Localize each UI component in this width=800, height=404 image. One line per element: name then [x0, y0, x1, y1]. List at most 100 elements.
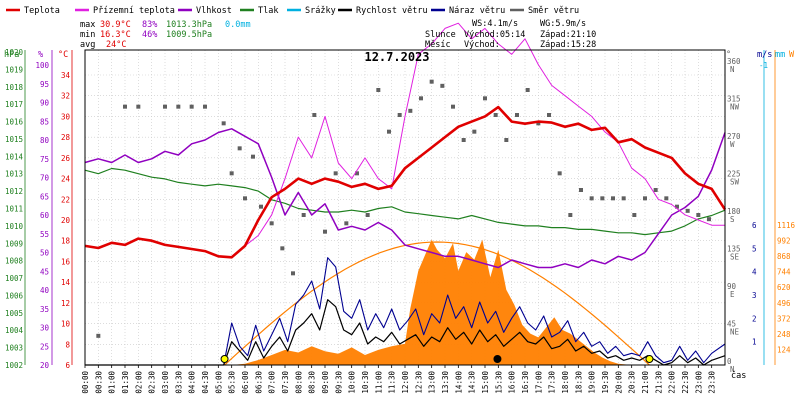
wind-direction-point: [123, 104, 127, 109]
stat-avg-label: avg: [80, 40, 95, 50]
x-tick-label: 01:00: [108, 371, 117, 394]
wind-direction-point: [600, 196, 605, 201]
info-block: WS:4.1m/s WG:5.9m/s Slunce Východ:05:14 …: [425, 19, 596, 50]
stat-min-label: min: [80, 30, 95, 40]
x-tick-label: 11:30: [388, 371, 397, 394]
humidity-line: [84, 128, 726, 269]
humidity-tick-label: 85: [40, 117, 49, 126]
x-tick-label: 10:00: [348, 371, 357, 394]
wind-direction-point: [136, 104, 141, 109]
stats-block: max 30.9°C 83% 1013.3hPa 0.0mm min 16.3°…: [80, 20, 251, 50]
left-axes: 1002100310041005100610071008100910101011…: [5, 48, 73, 370]
x-tick-label: 23:30: [708, 371, 717, 394]
temperature-tick-label: 12: [61, 299, 70, 308]
wind-direction-point: [203, 104, 207, 109]
humidity-tick-label: 25: [40, 342, 49, 351]
direction-compass-label: SE: [730, 253, 740, 262]
x-tick-label: 17:00: [534, 371, 543, 394]
pressure-tick-label: 1015: [5, 135, 23, 144]
wind-direction-point: [323, 229, 327, 234]
solar-tick-label: 496: [777, 299, 791, 308]
humidity-tick-label: 35: [40, 305, 49, 314]
wind-gust-info: WG:5.9m/s: [540, 19, 586, 29]
temperature-tick-label: 22: [61, 195, 70, 204]
wind-direction-point: [568, 213, 573, 217]
wind-gust-line: [85, 257, 726, 366]
solar-tick-label: 744: [777, 268, 791, 277]
x-tick-label: 13:00: [428, 371, 437, 394]
sunset-marker: [645, 355, 654, 363]
x-tick-label: 07:00: [268, 371, 277, 394]
direction-compass-label: N: [730, 65, 735, 74]
humidity-tick-label: 75: [40, 155, 49, 164]
x-tick-label: 19:30: [601, 371, 610, 394]
x-tick-label: 21:30: [654, 371, 663, 394]
x-tick-label: 09:00: [321, 371, 330, 394]
humidity-tick-label: 70: [40, 174, 50, 183]
wind-direction-point: [525, 88, 530, 92]
x-tick-label: 02:30: [148, 371, 157, 394]
x-tick-label: 23:00: [694, 371, 703, 394]
pressure-tick-label: 1012: [5, 187, 23, 196]
direction-compass-label: N: [730, 365, 735, 374]
wind-direction-point: [259, 204, 263, 209]
pressure-tick-label: 1020: [5, 48, 24, 57]
stat-avg-temp: 24°C: [106, 40, 126, 50]
wind-direction-point: [344, 221, 349, 226]
direction-tick-label: 270: [727, 132, 741, 141]
wind-direction-point: [221, 121, 226, 126]
stat-max-press: 1013.3hPa: [166, 20, 212, 30]
direction-compass-label: W: [730, 140, 735, 149]
pressure-tick-label: 1014: [5, 152, 24, 161]
direction-compass-label: E: [730, 290, 735, 299]
x-tick-label: 04:30: [201, 371, 210, 394]
rain-tick-label: -1: [759, 61, 768, 70]
wind-direction-point: [419, 96, 423, 101]
x-tick-label: 06:30: [254, 371, 263, 394]
x-tick-label: 17:30: [548, 371, 557, 394]
humidity-tick-label: 20: [40, 361, 50, 370]
legend-label: Směr větru: [528, 6, 579, 16]
solar-tick-label: 868: [777, 252, 791, 261]
wind-tick-label: 2: [752, 314, 757, 323]
x-tick-label: 14:30: [468, 371, 477, 394]
wind-direction-point: [440, 83, 445, 88]
x-tick-label: 00:00: [81, 371, 90, 394]
chart-date-title: 12.7.2023: [364, 50, 429, 64]
x-tick-label: 01:30: [121, 371, 130, 394]
x-tick-label: 09:30: [334, 371, 343, 394]
humidity-tick-label: 65: [40, 192, 49, 201]
pressure-tick-label: 1016: [5, 118, 24, 127]
plot-background: [85, 50, 725, 365]
pressure-tick-label: 1007: [5, 274, 23, 283]
solar-tick-label: 372: [777, 314, 791, 323]
x-tick-label: 10:30: [361, 371, 370, 394]
direction-tick-label: 315: [727, 95, 741, 104]
moonset: Západ:15:28: [540, 40, 596, 50]
legend-label: Teplota: [24, 6, 60, 16]
direction-compass-label: NE: [730, 328, 740, 337]
wind-direction-point: [365, 213, 370, 217]
wind-direction-point: [243, 196, 247, 201]
stat-min-temp: 16.3°C: [100, 30, 131, 40]
legend-label: Vlhkost: [196, 6, 232, 16]
wind-direction-point: [536, 121, 541, 126]
x-tick-label: 18:30: [574, 371, 583, 394]
x-tick-label: 12:00: [401, 371, 410, 394]
wind-direction-point: [96, 333, 101, 338]
sunrise-marker: [220, 355, 229, 363]
wind-direction-point: [611, 196, 615, 201]
x-tick-label: 13:30: [441, 371, 450, 394]
x-tick-label: 00:30: [94, 371, 103, 394]
x-tick-label: 15:00: [481, 371, 490, 394]
wind-direction-point: [451, 104, 455, 109]
direction-tick-label: 180: [727, 207, 741, 216]
x-tick-label: 03:00: [161, 371, 170, 394]
wind-tick-label: 5: [752, 244, 757, 253]
wind-direction-point: [621, 196, 626, 201]
pressure-tick-label: 1019: [5, 65, 23, 74]
line-series: [84, 22, 727, 366]
unit-temp: °C: [58, 50, 68, 60]
